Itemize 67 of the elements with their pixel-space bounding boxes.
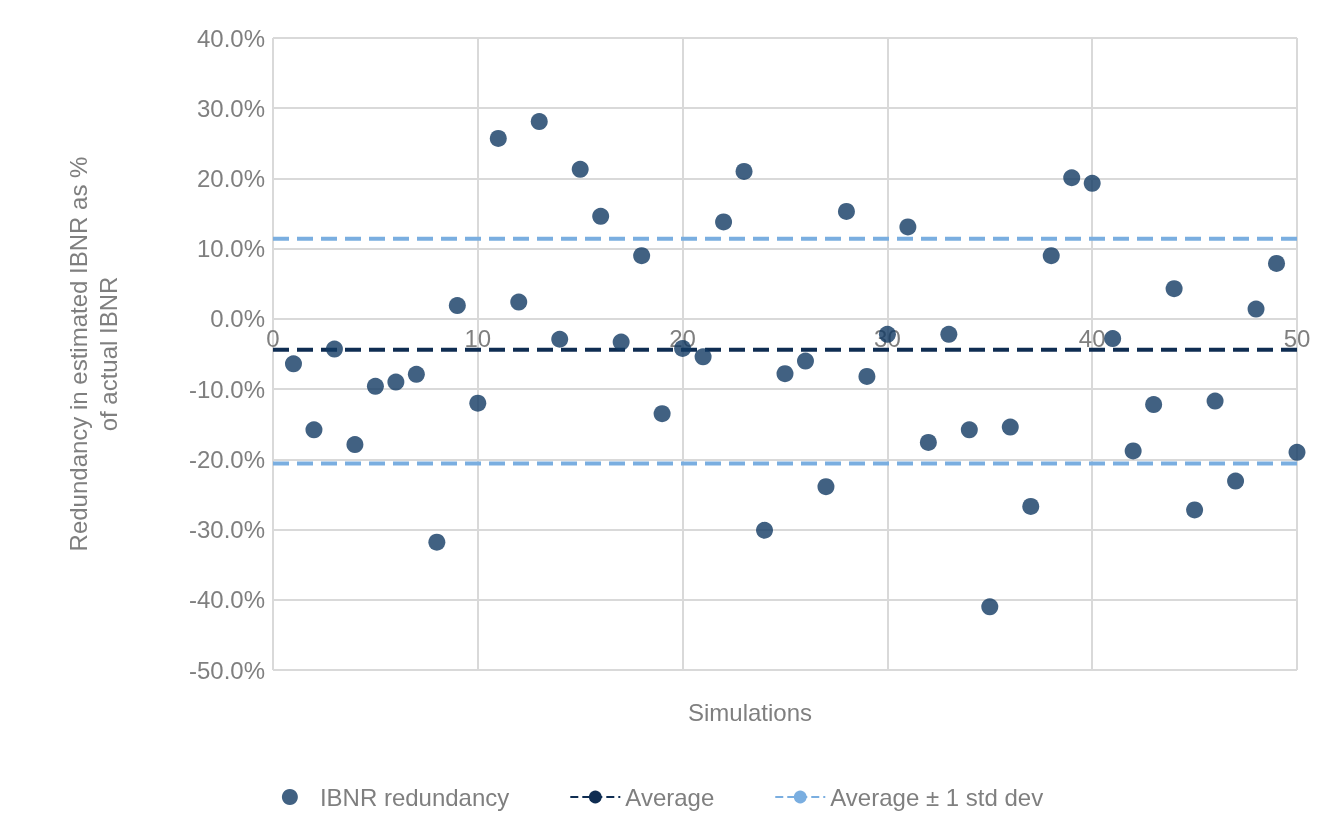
point <box>448 297 466 315</box>
point <box>756 521 774 539</box>
point <box>817 478 835 496</box>
point <box>735 162 753 180</box>
point <box>366 377 384 395</box>
point <box>1206 392 1224 410</box>
y-tick-label: -30.0% <box>188 516 265 544</box>
point <box>1288 443 1306 461</box>
point <box>940 325 958 343</box>
point <box>469 394 487 412</box>
point <box>837 202 855 220</box>
point <box>858 367 876 385</box>
point <box>919 433 937 451</box>
point <box>428 533 446 551</box>
point <box>530 113 548 131</box>
point <box>694 348 712 366</box>
point <box>1022 497 1040 515</box>
point <box>653 405 671 423</box>
point <box>1104 330 1122 348</box>
point <box>1165 280 1183 298</box>
point <box>633 247 651 265</box>
point <box>510 293 528 311</box>
legend-label: Average ± 1 std dev <box>830 783 1044 811</box>
point <box>387 373 405 391</box>
x-tick-label: 0 <box>266 325 280 353</box>
point <box>592 207 610 225</box>
point <box>551 330 569 348</box>
point <box>899 218 917 236</box>
y-tick-label: 40.0% <box>196 24 265 52</box>
legend-label: Average <box>625 783 715 811</box>
point <box>1042 247 1060 265</box>
point <box>1247 300 1265 318</box>
point <box>981 598 999 616</box>
point <box>797 352 814 370</box>
point <box>325 340 343 358</box>
point <box>1227 472 1245 490</box>
point <box>305 421 323 439</box>
point <box>612 333 630 351</box>
point <box>1063 169 1081 187</box>
y-tick-label: -10.0% <box>188 375 265 403</box>
y-tick-label: 10.0% <box>196 235 265 263</box>
point <box>489 129 507 147</box>
point <box>571 160 589 178</box>
y-tick-label: -20.0% <box>188 445 265 473</box>
legend-label: IBNR redundancy <box>319 783 510 811</box>
point <box>1124 442 1142 460</box>
x-tick-label: 10 <box>464 325 492 353</box>
y-axis-title: Redundancy in estimated IBNR as % of actual IBNR <box>64 156 122 552</box>
point <box>715 213 733 231</box>
y-tick-label: 30.0% <box>196 94 265 122</box>
point <box>285 355 302 373</box>
y-tick-label: 20.0% <box>196 164 265 192</box>
point <box>346 436 364 454</box>
point <box>776 365 794 383</box>
point <box>1268 254 1286 272</box>
x-tick-label: 50 <box>1283 325 1311 353</box>
x-axis-title: Simulations <box>688 698 813 726</box>
y-tick-label: -40.0% <box>188 586 265 614</box>
y-tick-label: -50.0% <box>188 656 265 684</box>
y-tick-label: 0.0% <box>210 305 265 333</box>
point <box>1186 501 1204 519</box>
point <box>960 421 978 439</box>
point <box>1001 418 1019 436</box>
point <box>1145 396 1163 414</box>
point <box>407 365 425 383</box>
point <box>1083 174 1101 192</box>
x-tick-label: 40 <box>1078 325 1106 353</box>
